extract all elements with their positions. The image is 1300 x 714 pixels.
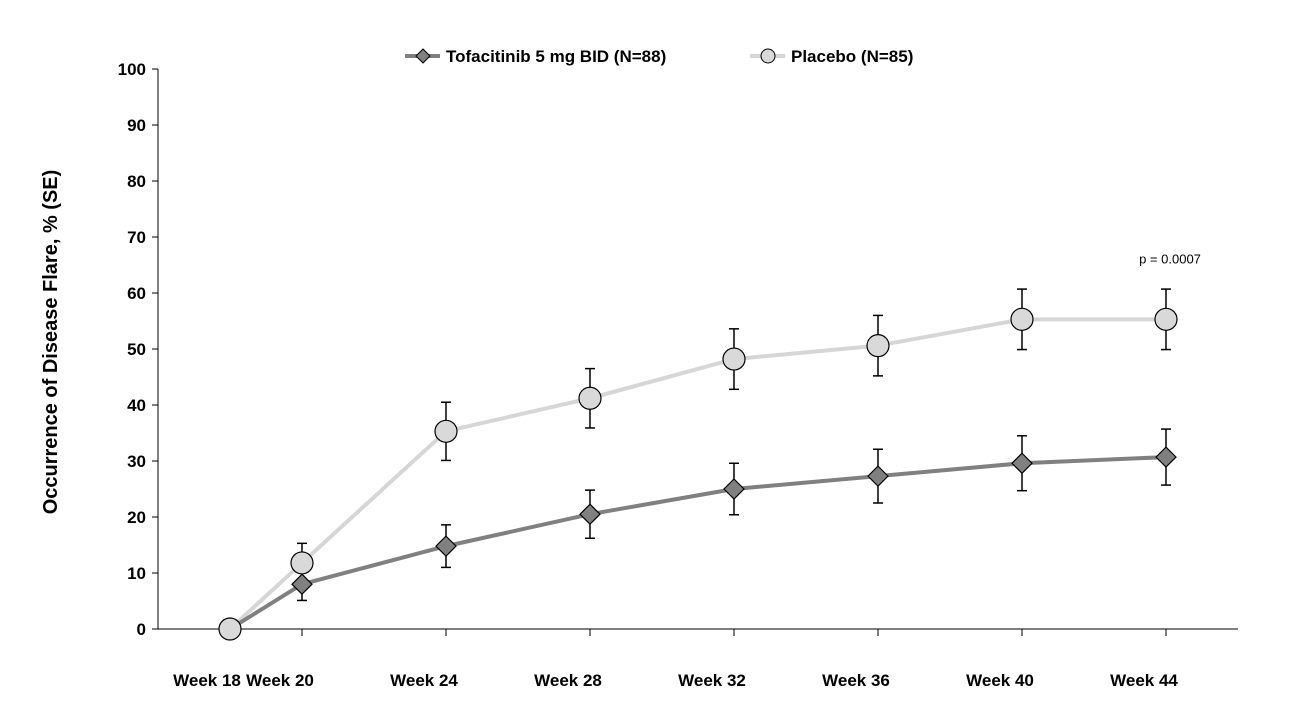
tofacitinib-point (435, 535, 457, 557)
series-line-tofacitinib (228, 455, 1167, 631)
x-tick-label: Week 28 (534, 671, 602, 690)
y-tick-label: 50 (127, 340, 146, 359)
annotations: p = 0.0007 (1139, 251, 1201, 266)
placebo-point (218, 617, 242, 641)
legend-circle-marker (760, 48, 776, 64)
p-value-annotation: p = 0.0007 (1139, 251, 1201, 266)
x-tick-label: Week 40 (966, 671, 1034, 690)
legend: Tofacitinib 5 mg BID (N=88) Placebo (N=8… (405, 47, 913, 66)
legend-label-tofacitinib: Tofacitinib 5 mg BID (N=88) (446, 47, 666, 66)
tofacitinib-point (1011, 452, 1033, 475)
tofacitinib-point (1155, 446, 1177, 468)
y-tick-label: 70 (127, 228, 146, 247)
y-tick-label: 30 (127, 452, 146, 471)
placebo-point (1010, 307, 1034, 331)
y-tick-label: 90 (127, 116, 146, 135)
y-tick-label: 100 (118, 60, 146, 79)
x-tick-label: Week 20 (246, 671, 314, 690)
x-tick-label: Week 44 (1110, 671, 1178, 690)
y-tick-label: 10 (127, 564, 146, 583)
y-tick-label: 80 (127, 172, 146, 191)
placebo-point (434, 419, 458, 443)
x-tick-label: Week 24 (390, 671, 458, 690)
placebo-point (1154, 307, 1178, 331)
x-tick-label: Week 32 (678, 671, 746, 690)
y-axis-ticks: 0 10 20 30 40 50 60 70 80 90 100 (118, 60, 158, 639)
y-tick-label: 60 (127, 284, 146, 303)
legend-label-placebo: Placebo (N=85) (791, 47, 913, 66)
placebo-point (578, 386, 602, 410)
series-markers (218, 307, 1178, 641)
legend-diamond-marker (415, 48, 431, 64)
tofacitinib-point (579, 503, 601, 526)
y-tick-label: 40 (127, 396, 146, 415)
series-lines (228, 317, 1167, 631)
x-axis-ticks: Week 18 Week 20 Week 24 Week 28 Week 32 Week … (173, 629, 1178, 690)
tofacitinib-point (291, 573, 313, 596)
x-tick-label: Week 36 (822, 671, 890, 690)
legend-item-tofacitinib: Tofacitinib 5 mg BID (N=88) (405, 47, 666, 66)
legend-item-placebo: Placebo (N=85) (750, 47, 913, 66)
series-line-placebo (228, 317, 1166, 631)
placebo-point (290, 551, 314, 575)
y-tick-label: 0 (137, 620, 146, 639)
error-bars (297, 288, 1171, 602)
tofacitinib-point (867, 465, 889, 487)
placebo-point (722, 347, 746, 371)
tofacitinib-point (723, 478, 745, 500)
y-axis-title: Occurrence of Disease Flare, % (SE) (40, 170, 62, 515)
x-tick-label: Week 18 (173, 671, 241, 690)
y-tick-label: 20 (127, 508, 146, 527)
placebo-point (866, 334, 890, 358)
